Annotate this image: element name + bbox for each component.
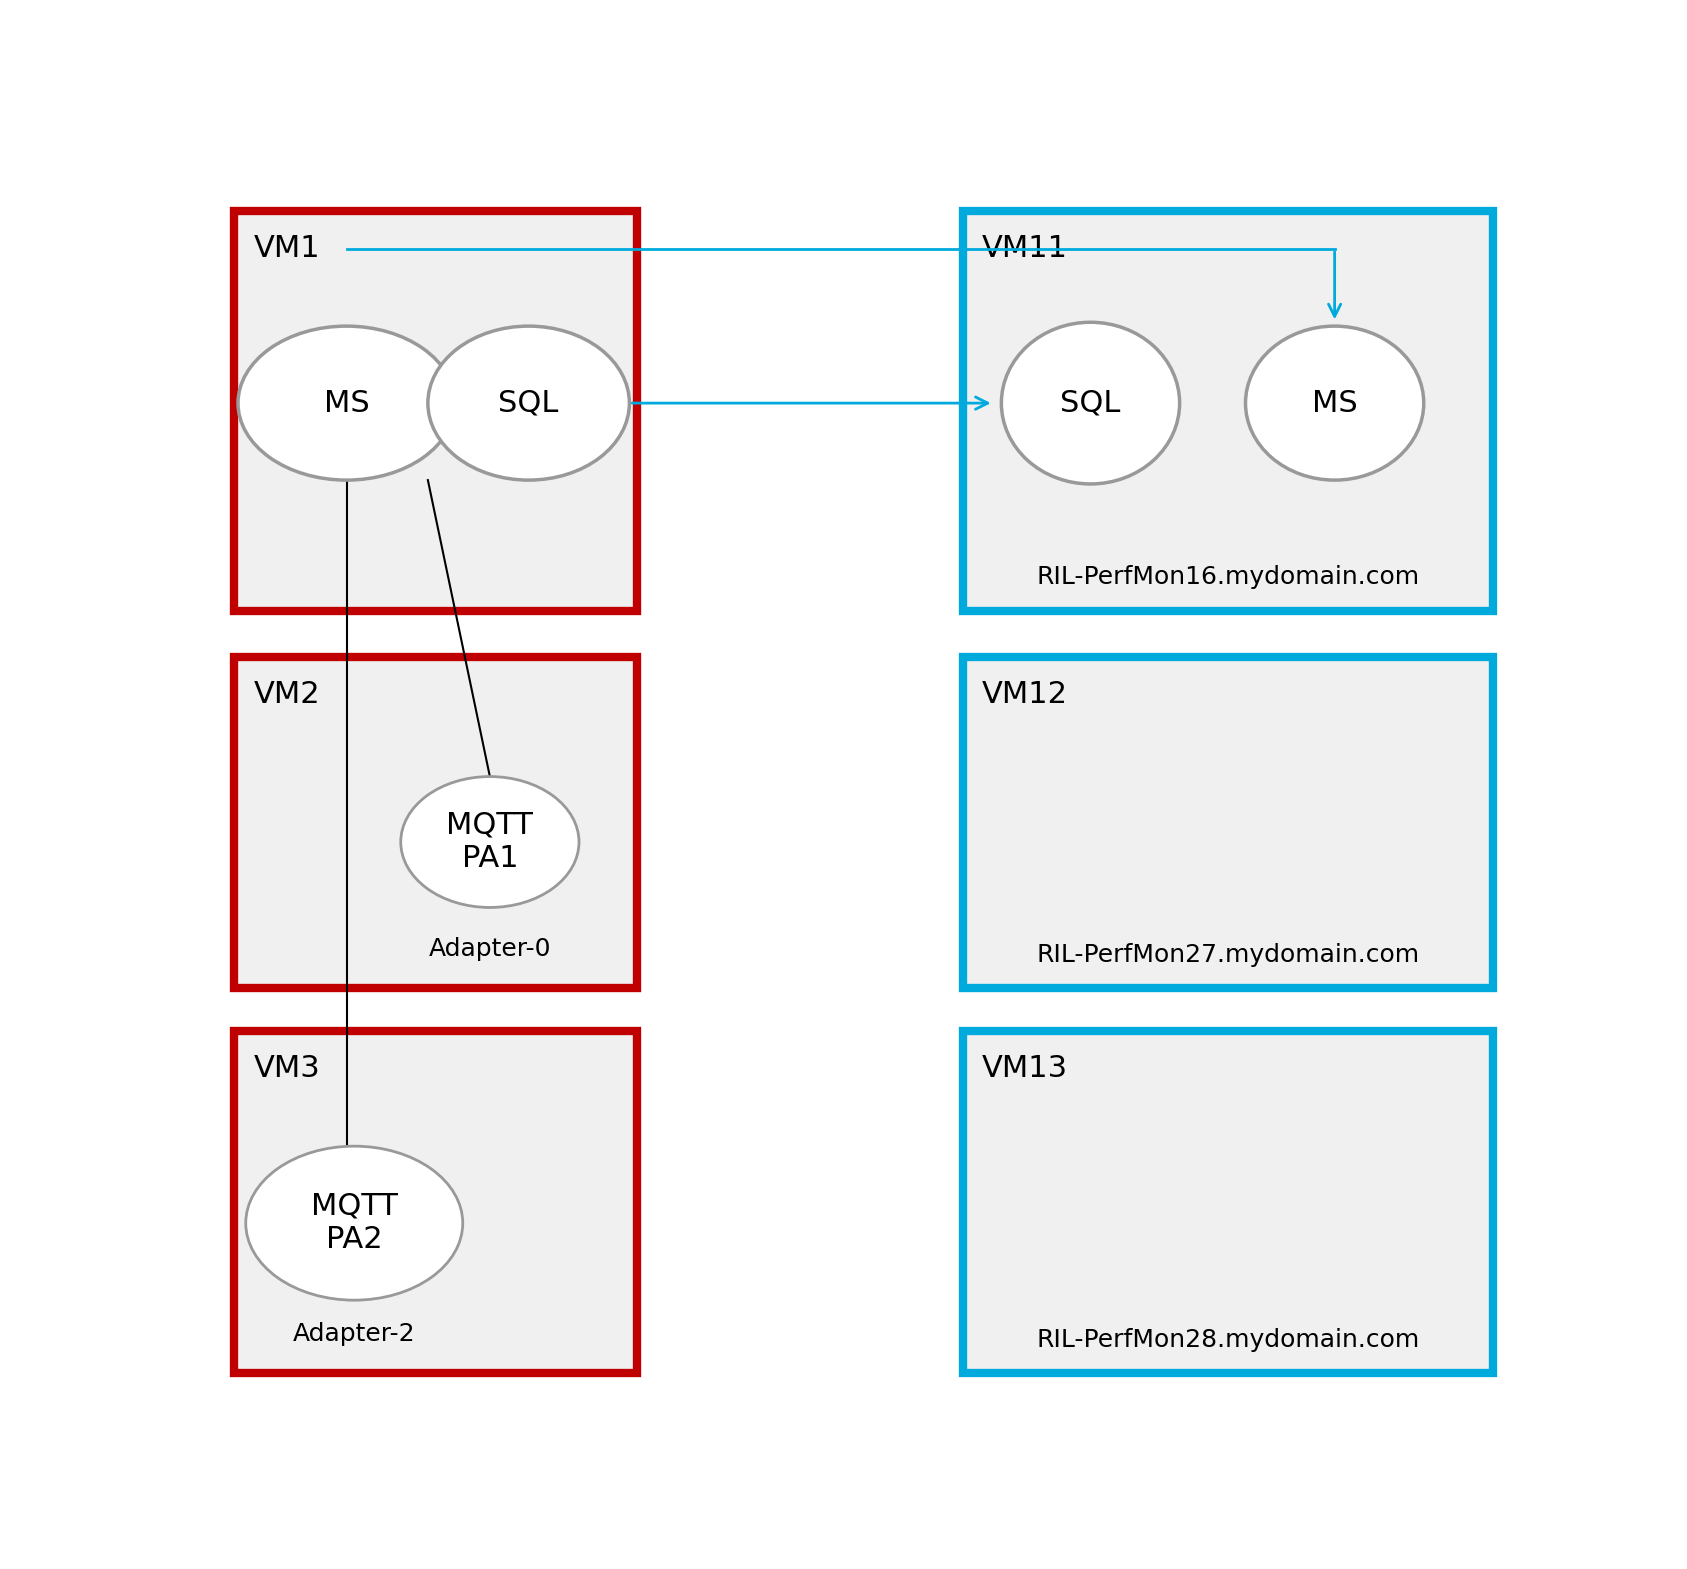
Text: VM11: VM11 (982, 234, 1068, 262)
Bar (234, 1031, 638, 1373)
Bar (234, 210, 638, 610)
Text: VM12: VM12 (982, 681, 1068, 709)
Text: VM13: VM13 (982, 1054, 1068, 1083)
Bar (234, 657, 638, 988)
Bar (963, 657, 1493, 988)
Ellipse shape (238, 326, 455, 480)
Text: RIL-PerfMon16.mydomain.com: RIL-PerfMon16.mydomain.com (1036, 565, 1419, 590)
Ellipse shape (1245, 326, 1424, 480)
Text: SQL: SQL (1061, 389, 1120, 417)
Text: VM3: VM3 (253, 1054, 321, 1083)
Ellipse shape (1002, 322, 1179, 483)
Ellipse shape (246, 1147, 462, 1301)
Text: Adapter-2: Adapter-2 (294, 1323, 415, 1346)
Bar (963, 210, 1493, 610)
Text: SQL: SQL (498, 389, 558, 417)
Text: VM2: VM2 (253, 681, 321, 709)
Text: MQTT
PA2: MQTT PA2 (310, 1192, 398, 1255)
Ellipse shape (402, 777, 579, 907)
Text: VM1: VM1 (253, 234, 321, 262)
Text: RIL-PerfMon28.mydomain.com: RIL-PerfMon28.mydomain.com (1036, 1327, 1419, 1352)
Text: MS: MS (324, 389, 369, 417)
Text: MS: MS (1312, 389, 1358, 417)
Ellipse shape (428, 326, 629, 480)
Text: Adapter-0: Adapter-0 (428, 937, 552, 962)
Bar (963, 1031, 1493, 1373)
Text: MQTT
PA1: MQTT PA1 (447, 811, 533, 874)
Text: RIL-PerfMon27.mydomain.com: RIL-PerfMon27.mydomain.com (1036, 943, 1419, 967)
